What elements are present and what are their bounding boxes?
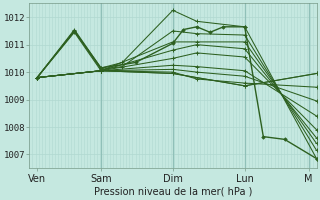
X-axis label: Pression niveau de la mer( hPa ): Pression niveau de la mer( hPa )	[94, 187, 252, 197]
